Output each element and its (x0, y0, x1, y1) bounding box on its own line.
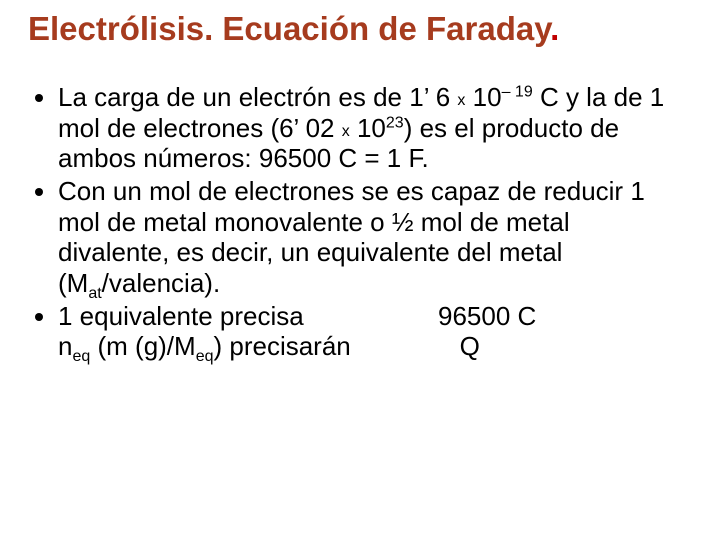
text-segment: 10 (465, 82, 501, 112)
text-segment: (m (g)/M (90, 331, 195, 361)
slide: Electrólisis. Ecuación de Faraday. La ca… (0, 0, 720, 540)
two-column-block: 1 equivalente precisa 96500 C neq (m (g)… (58, 301, 682, 362)
left-col: 1 equivalente precisa (58, 301, 428, 332)
row: 1 equivalente precisa 96500 C (58, 301, 682, 332)
title-text: Electrólisis. Ecuación de Faraday (28, 10, 550, 47)
row: neq (m (g)/Meq) precisarán Q (58, 331, 682, 362)
right-col: 96500 C (428, 301, 682, 332)
text-segment: n (58, 331, 72, 361)
superscript: 23 (386, 114, 404, 131)
bullet-item: Con un mol de electrones se es capaz de … (58, 176, 682, 299)
bullet-item: 1 equivalente precisa 96500 C neq (m (g)… (58, 301, 682, 362)
bullet-list: La carga de un electrón es de 1’ 6 x 10–… (28, 82, 692, 362)
subscript: eq (72, 349, 90, 366)
mult-x: x (342, 123, 350, 140)
title-trailing-dot: . (550, 10, 559, 47)
text-segment: La carga de un electrón es de 1’ 6 (58, 82, 457, 112)
superscript: – 19 (502, 83, 533, 100)
subscript: at (88, 285, 101, 302)
left-col: neq (m (g)/Meq) precisarán (58, 331, 428, 362)
slide-title: Electrólisis. Ecuación de Faraday. (28, 10, 692, 48)
text-segment: /valencia). (102, 268, 221, 298)
text-segment: 10 (350, 113, 386, 143)
subscript: eq (196, 349, 214, 366)
bullet-item: La carga de un electrón es de 1’ 6 x 10–… (58, 82, 682, 174)
right-col: Q (428, 331, 682, 362)
text-segment: ) precisarán (213, 331, 350, 361)
